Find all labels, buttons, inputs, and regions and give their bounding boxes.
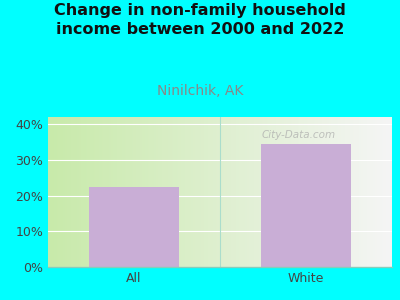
Text: Ninilchik, AK: Ninilchik, AK [157,84,243,98]
Bar [89,187,179,267]
Text: Change in non-family household
income between 2000 and 2022: Change in non-family household income be… [54,3,346,37]
Text: City-Data.com: City-Data.com [262,130,336,140]
Bar [261,144,351,267]
